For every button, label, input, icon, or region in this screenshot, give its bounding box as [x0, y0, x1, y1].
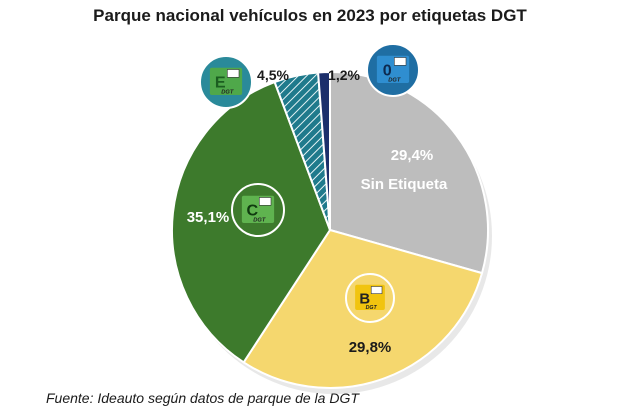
qr-icon	[258, 197, 272, 206]
pie-slice-cero	[317, 70, 331, 231]
value-label-b: 29,8%	[349, 339, 392, 356]
badge-letter: 0	[383, 62, 392, 80]
qr-icon	[393, 57, 407, 66]
value-label-cero: 1,2%	[328, 67, 360, 83]
qr-icon	[370, 286, 383, 294]
badge-letter: E	[215, 74, 226, 92]
qr-icon	[227, 69, 240, 78]
value-label-eco: 4,5%	[257, 67, 289, 83]
category-label-sin: Sin Etiqueta	[361, 176, 448, 193]
pie-slice-sin	[329, 70, 489, 275]
source-note: Fuente: Ideauto según datos de parque de…	[46, 390, 359, 406]
badge-dgt-text: DGT	[253, 218, 266, 224]
badge-letter: C	[246, 202, 258, 220]
badge-letter: B	[359, 291, 370, 307]
badge-dgt-text: DGT	[388, 78, 401, 84]
value-label-c: 35,1%	[187, 209, 230, 226]
value-label-sin: 29,4%	[391, 147, 434, 164]
badge-dgt-text: DGT	[221, 90, 234, 96]
chart-title: Parque nacional vehículos en 2023 por et…	[93, 6, 527, 25]
badge-dgt-text: DGT	[366, 305, 378, 311]
